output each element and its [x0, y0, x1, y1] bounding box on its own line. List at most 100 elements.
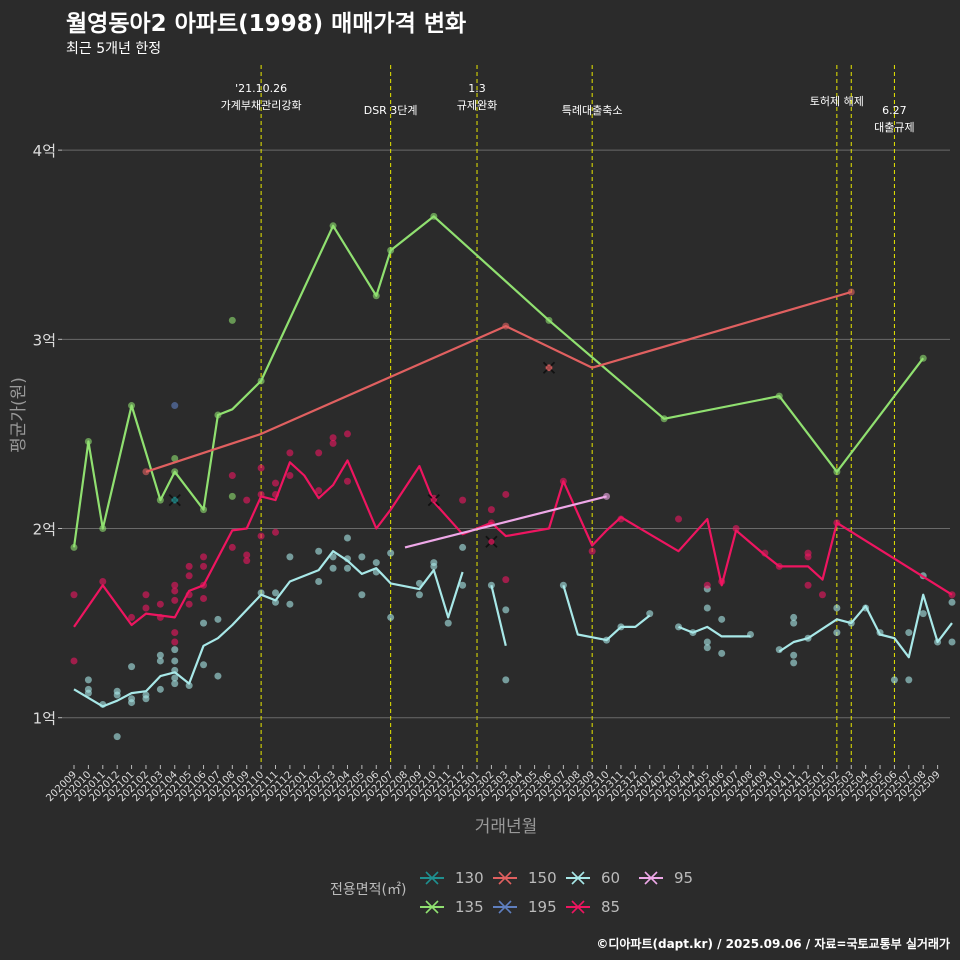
- data-point-60: [128, 663, 136, 671]
- data-point-85: [459, 496, 467, 504]
- data-point-85: [70, 591, 78, 599]
- data-point-135: [228, 492, 236, 500]
- data-point-85: [171, 629, 179, 637]
- data-point-60: [272, 589, 280, 597]
- cross-mark-point: [171, 497, 178, 504]
- source-caption: ©디아파트(dapt.kr) / 2025.09.06 / 자료=국토교통부 실…: [596, 937, 950, 951]
- data-point-85: [272, 479, 280, 487]
- data-point-60: [200, 661, 208, 669]
- data-point-60: [948, 638, 956, 646]
- data-point-60: [171, 674, 179, 682]
- data-point-85: [675, 515, 683, 523]
- data-point-60: [286, 600, 294, 608]
- data-point-85: [171, 638, 179, 646]
- data-point-85: [502, 576, 510, 584]
- data-point-85: [804, 553, 812, 561]
- data-point-60: [487, 581, 495, 589]
- event-label: '21.10.26: [235, 82, 287, 95]
- data-point-60: [459, 581, 467, 589]
- data-point-85: [156, 600, 164, 608]
- data-point-85: [243, 496, 251, 504]
- data-point-85: [329, 439, 337, 447]
- data-point-60: [372, 559, 380, 567]
- data-point-60: [833, 629, 841, 637]
- data-point-60: [128, 699, 136, 707]
- data-point-85: [243, 551, 251, 559]
- data-point-60: [343, 564, 351, 572]
- series-line-95: [404, 495, 607, 549]
- data-point-85: [185, 600, 193, 608]
- data-point-60: [156, 685, 164, 693]
- data-point-60: [387, 613, 395, 621]
- data-point-85: [99, 577, 107, 585]
- legend-key-cross: [571, 871, 585, 885]
- series-line-60: [490, 585, 507, 647]
- data-point-60: [343, 534, 351, 542]
- data-point-60: [358, 591, 366, 599]
- data-point-195: [171, 402, 179, 410]
- legend-label: 150: [528, 869, 557, 887]
- data-point-60: [214, 672, 222, 680]
- data-point-85: [128, 613, 136, 621]
- x-axis-title: 거래년월: [475, 817, 538, 837]
- series-line-85: [73, 459, 953, 628]
- legend-label: 60: [601, 869, 620, 887]
- y-tick-label: 3억: [33, 331, 56, 349]
- y-tick-label: 1억: [33, 710, 56, 728]
- data-point-60: [790, 619, 798, 627]
- page-subtitle: 최근 5개년 한정: [66, 41, 162, 57]
- page-title: 월영동아2 아파트(1998) 매매가격 변화: [66, 11, 467, 37]
- legend-key-cross: [571, 900, 585, 914]
- data-point-60: [905, 676, 913, 684]
- legend-key-cross: [498, 871, 512, 885]
- data-point-85: [588, 547, 596, 555]
- series-line-60: [562, 584, 651, 642]
- data-point-60: [84, 676, 92, 684]
- legend-label: 85: [601, 898, 620, 916]
- data-point-60: [502, 676, 510, 684]
- data-point-85: [228, 472, 236, 480]
- data-point-85: [315, 487, 323, 495]
- data-point-85: [272, 528, 280, 536]
- cross-mark-point: [430, 497, 437, 504]
- data-point-60: [646, 610, 654, 618]
- y-tick-label: 2억: [33, 521, 56, 539]
- data-point-85: [243, 557, 251, 565]
- data-point-60: [919, 610, 927, 618]
- data-point-60: [142, 691, 150, 699]
- data-point-60: [156, 651, 164, 659]
- data-point-60: [718, 649, 726, 657]
- data-point-60: [790, 613, 798, 621]
- data-point-85: [142, 591, 150, 599]
- data-point-60: [890, 676, 898, 684]
- data-point-60: [171, 657, 179, 665]
- legend-label: 195: [528, 898, 557, 916]
- legend-key-cross: [644, 871, 658, 885]
- data-point-60: [703, 644, 711, 652]
- series-line-60: [778, 593, 953, 659]
- event-label: 6.27: [882, 104, 907, 117]
- data-point-85: [171, 581, 179, 589]
- data-point-60: [113, 733, 121, 741]
- data-point-85: [315, 449, 323, 457]
- data-point-60: [415, 591, 423, 599]
- legend-key-cross: [498, 900, 512, 914]
- data-point-60: [286, 553, 294, 561]
- data-point-60: [315, 547, 323, 555]
- data-point-85: [818, 591, 826, 599]
- data-point-60: [84, 689, 92, 697]
- cross-mark-point: [488, 538, 495, 545]
- y-axis-title: 평균가(원): [9, 377, 29, 453]
- data-point-60: [329, 564, 337, 572]
- data-point-60: [444, 619, 452, 627]
- data-point-60: [171, 646, 179, 654]
- data-point-60: [156, 657, 164, 665]
- event-label: 대출규제: [874, 121, 914, 134]
- data-point-60: [430, 559, 438, 567]
- series-line-60: [73, 550, 464, 708]
- data-point-85: [142, 604, 150, 612]
- data-point-85: [487, 506, 495, 514]
- data-point-60: [387, 549, 395, 557]
- data-point-85: [502, 490, 510, 498]
